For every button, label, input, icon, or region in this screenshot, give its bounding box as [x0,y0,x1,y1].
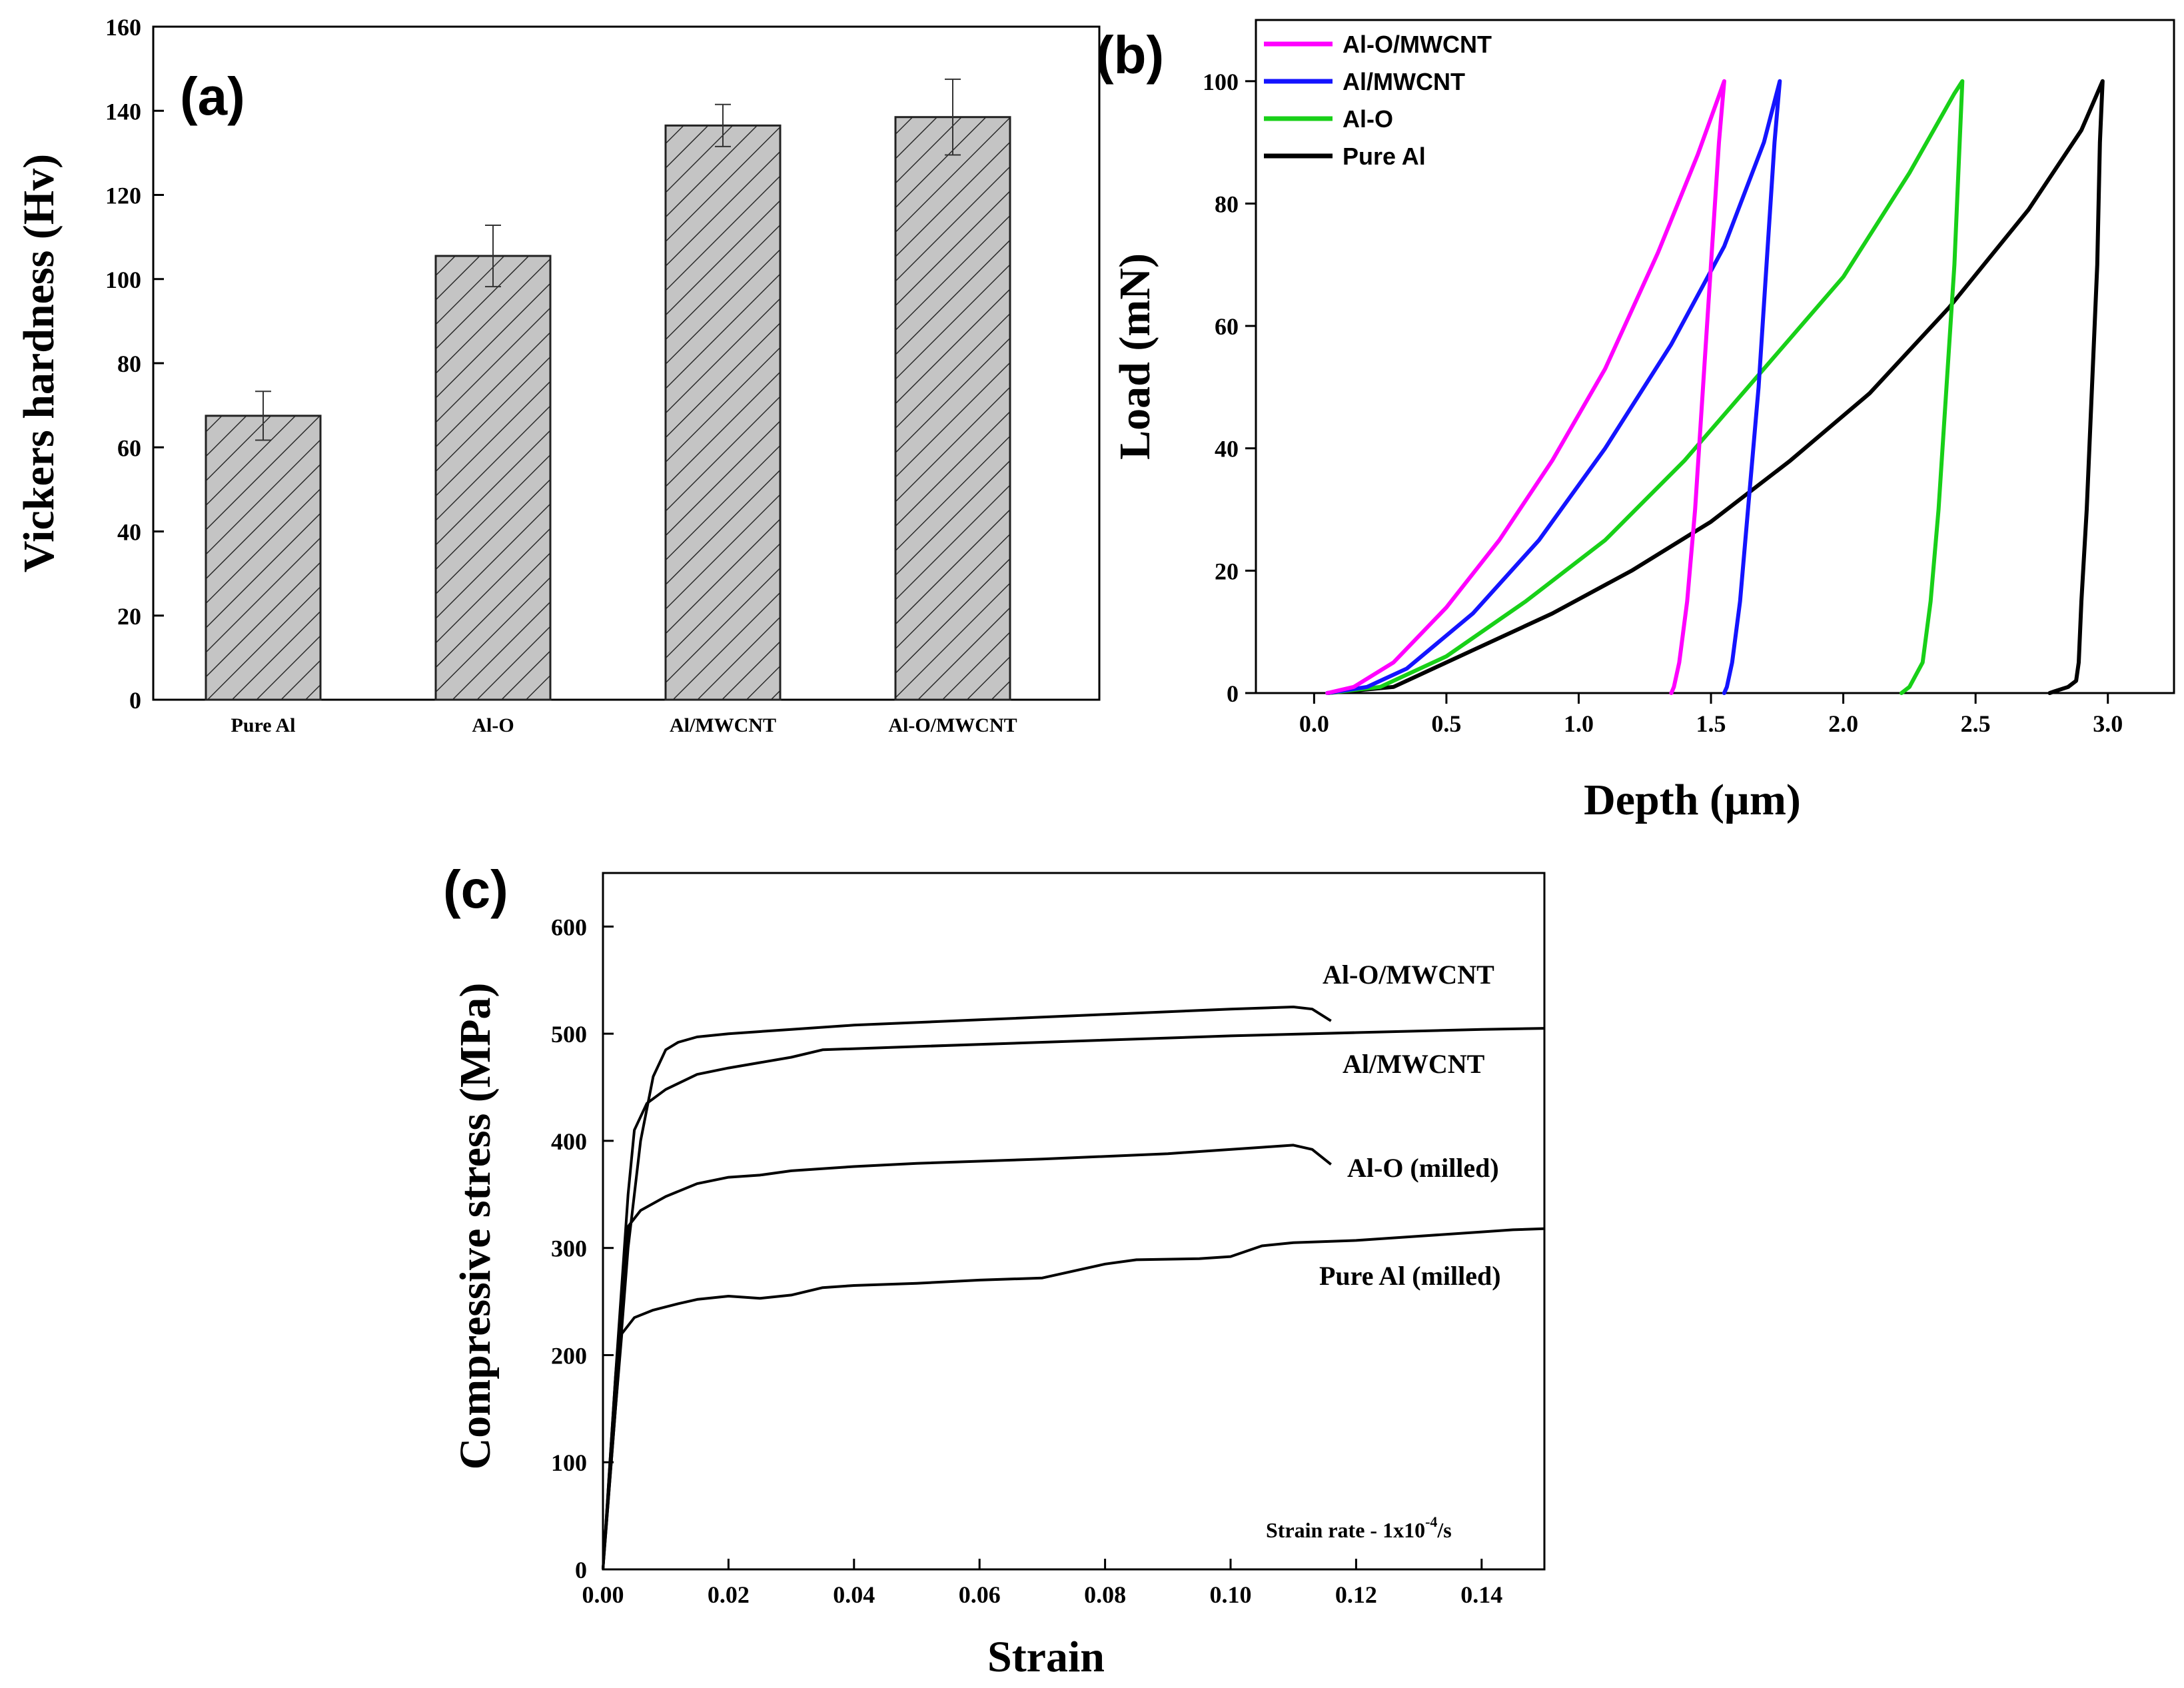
curve-pure-al-milled [602,1227,1545,1570]
b-x-tick-label: 0.5 [1431,710,1461,737]
error-bar-al-mwcnt [715,103,731,147]
b-y-tick-label: 0 [1227,680,1239,707]
panel-a-y-ticks: 0 20 40 60 80 100 120 140 160 [105,14,164,714]
panel-c-y-axis-title: Compressive stress (MPa) [451,983,500,1470]
a-y-tick-label: 140 [105,98,141,125]
a-y-tick-label: 60 [117,434,141,461]
a-y-tick-label: 20 [117,603,141,630]
curve-al-o-mwcnt [602,1006,1332,1570]
panel-b-curves [1325,79,2105,695]
c-y-tick-label: 100 [551,1449,587,1476]
b-y-tick-label: 60 [1215,313,1239,340]
legend-label: Al/MWCNT [1343,68,1465,95]
a-y-tick-label: 0 [129,687,141,714]
b-x-tick-label: 2.5 [1961,710,1991,737]
c-y-tick-label: 500 [551,1021,587,1048]
error-bar-al-o [485,224,501,288]
legend-label: Al-O [1343,105,1393,133]
b-x-tick-label: 2.0 [1828,710,1858,737]
curve-al-o-milled [602,1144,1332,1570]
a-y-tick-label: 80 [117,351,141,377]
c-y-tick-label: 200 [551,1342,587,1369]
bar-al-mwcnt [664,124,782,701]
panel-b-plot-frame [1255,19,2175,694]
panel-b-label: (b) [1096,25,1164,85]
legend-label: Pure Al [1343,143,1426,170]
curve-label-al-mwcnt: Al/MWCNT [1343,1049,1485,1079]
error-bar-pure-al [255,391,271,441]
bar-pure-al [205,415,322,701]
curve-label-pure-al-milled: Pure Al (milled) [1319,1261,1501,1291]
panel-b-y-axis-title: Load (mN) [1111,253,1159,460]
curve-label-al-o-milled: Al-O (milled) [1347,1153,1499,1183]
strain-rate-annotation: Strain rate - 1x10-4/s [1266,1513,1452,1542]
b-x-tick-label: 0.0 [1299,710,1329,737]
b-x-tick-label: 3.0 [2093,710,2123,737]
panel-b-x-axis-title: Depth (µm) [1584,776,1801,824]
curve-pure-al [1325,79,2105,695]
b-x-tick-label: 1.0 [1564,710,1594,737]
legend-item-al-o: Al-O [1264,105,1393,133]
c-x-tick-label: 0.02 [708,1581,750,1608]
c-y-tick-label: 600 [551,914,587,940]
c-x-tick-label: 0.06 [959,1581,1001,1608]
b-y-tick-label: 40 [1215,436,1239,462]
panel-a-category-labels: Pure Al Al-O Al/MWCNT Al-O/MWCNT [231,714,1017,736]
panel-c-plot-frame [602,872,1546,1571]
legend-item-al-o-mwcnt: Al-O/MWCNT [1264,31,1492,58]
c-x-tick-label: 0.04 [833,1581,875,1608]
b-y-tick-label: 80 [1215,191,1239,217]
category-label-al-mwcnt: Al/MWCNT [670,714,776,736]
curve-label-al-o-mwcnt: Al-O/MWCNT [1323,960,1494,990]
panel-b-ticks: 0.0 0.5 1.0 1.5 2.0 2.5 3.0 0 20 40 60 80 100 [1203,69,2123,737]
strain-rate-unit: /s [1436,1518,1451,1542]
curve-al-o [1325,79,1965,695]
category-label-al-o-mwcnt: Al-O/MWCNT [888,714,1017,736]
panel-c-curves [602,1006,1545,1570]
a-y-tick-label: 40 [117,519,141,546]
b-x-tick-label: 1.5 [1696,710,1726,737]
c-x-tick-label: 0.08 [1084,1581,1126,1608]
legend-item-al-mwcnt: Al/MWCNT [1264,68,1465,95]
bar-al-o [434,255,552,701]
strain-rate-exponent: -4 [1425,1513,1437,1530]
c-x-tick-label: 0.12 [1335,1581,1377,1608]
b-y-tick-label: 100 [1203,69,1239,95]
a-y-tick-label: 120 [105,183,141,209]
legend-item-pure-al: Pure Al [1264,143,1426,170]
curve-al-mwcnt [602,1027,1545,1570]
c-x-tick-label: 0.00 [582,1581,624,1608]
error-bar-al-o-mwcnt [945,78,961,156]
panel-c-label: (c) [443,860,508,919]
c-x-tick-label: 0.10 [1210,1581,1252,1608]
panel-c-x-axis-title: Strain [987,1633,1105,1681]
curve-al-mwcnt [1325,79,1782,695]
a-y-tick-label: 160 [105,14,141,41]
category-label-al-o: Al-O [472,714,514,736]
strain-rate-text: Strain rate - 1x10 [1266,1518,1425,1542]
panel-c-ticks: 0.00 0.02 0.04 0.06 0.08 0.10 0.12 0.14 0 100 200 3… [551,914,1502,1608]
panel-a-label: (a) [180,67,245,126]
panel-c-stress-strain-chart: (c) Compressive stress (MPa) Strain 0.00… [443,860,1546,1681]
panel-a-hardness-chart: (a) Vickers hardness (Hv) 0 20 40 60 80 100 12… [15,14,1101,736]
panel-a-bars [205,78,1011,701]
c-y-tick-label: 300 [551,1236,587,1262]
c-x-tick-label: 0.14 [1460,1581,1502,1608]
panel-b-load-depth-chart: (b) Load (mN) Depth (µm) 0.0 0.5 1.0 1.5 2.0… [1096,19,2175,824]
panel-b-legend: Al-O/MWCNT Al/MWCNT Al-O Pure Al [1264,31,1492,170]
curve-al-o-mwcnt [1325,79,1726,695]
bar-al-o-mwcnt [894,116,1011,701]
panel-c-curve-labels: Al-O/MWCNT Al/MWCNT Al-O (milled) Pure A… [1319,960,1501,1291]
c-y-tick-label: 400 [551,1128,587,1155]
a-y-tick-label: 100 [105,267,141,293]
category-label-pure-al: Pure Al [231,714,296,736]
panel-a-y-axis-title: Vickers hardness (Hv) [15,154,63,572]
c-y-tick-label: 0 [575,1557,587,1583]
b-y-tick-label: 20 [1215,558,1239,584]
legend-label: Al-O/MWCNT [1343,31,1492,58]
